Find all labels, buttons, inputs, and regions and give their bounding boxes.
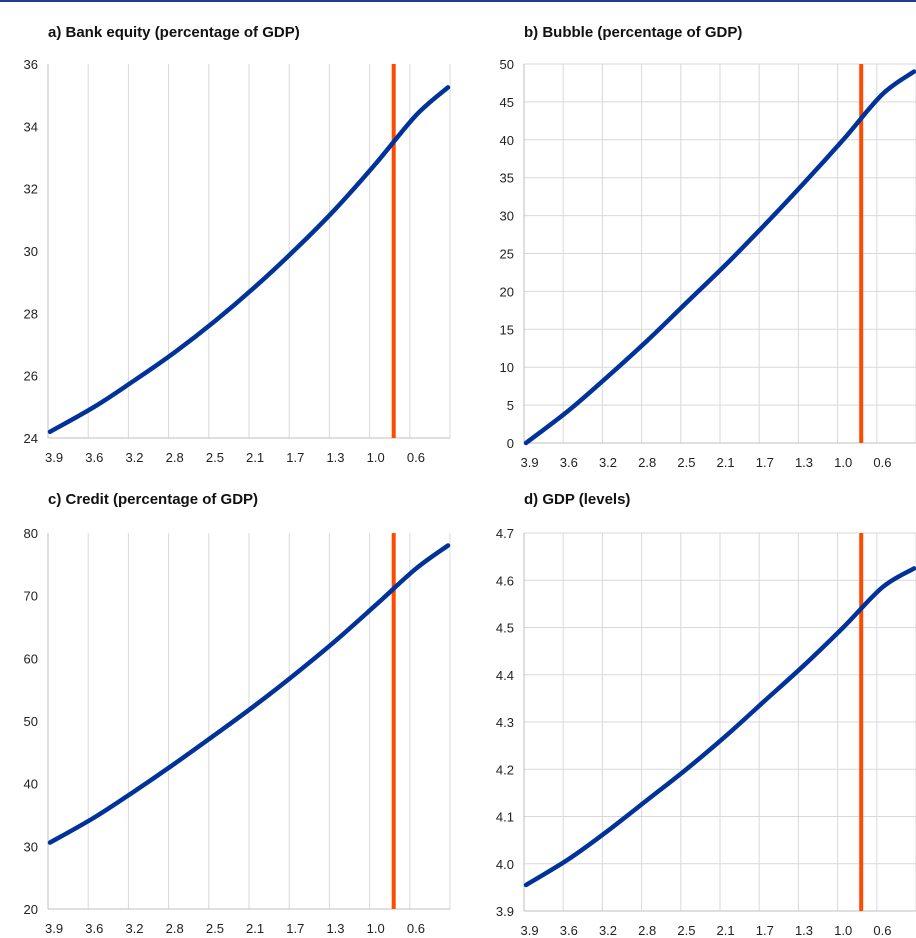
chart-panel-credit: c) Credit (percentage of GDP) 20 30 40 50 60…: [0, 469, 458, 938]
y-tick-label: 4.5: [496, 621, 514, 636]
x-tick-label: 2.5: [677, 455, 695, 470]
chart-plot: 0 5 10 15 20 25 30 35 40 45 50 3.9 3.6 3.2 2.8 2.5 2.1 1.…: [500, 57, 916, 470]
chart-plot: 24 26 28 30 32 34 36 3.9 3.6 3.2 2.8 2.5 2.1 1.7 1.3 1.…: [24, 57, 451, 465]
y-tick-label: 45: [500, 95, 514, 110]
y-tick-label: 4.4: [496, 668, 514, 683]
y-tick-label: 30: [500, 209, 514, 224]
y-tick-label: 4.7: [496, 526, 514, 541]
chart-title: d) GDP (levels): [524, 491, 631, 508]
x-tick-label: 3.2: [599, 923, 617, 938]
x-tick-label: 3.2: [125, 921, 143, 936]
chart-title: b) Bubble (percentage of GDP): [524, 24, 743, 41]
y-tick-label: 4.3: [496, 715, 514, 730]
x-tick-label: 1.0: [367, 450, 385, 465]
y-tick-label: 26: [24, 369, 38, 384]
x-tick-label: 1.7: [756, 923, 774, 938]
y-tick-label: 32: [24, 182, 38, 197]
x-tick-label: 1.7: [286, 921, 304, 936]
chart-panel-bank-equity: a) Bank equity (percentage of GDP) 24 26 2…: [0, 0, 458, 469]
series-line: [523, 566, 916, 888]
x-tick-label: 2.1: [717, 455, 735, 470]
x-tick-label: 2.8: [166, 450, 184, 465]
y-tick-label: 4.6: [496, 573, 514, 588]
x-tick-label: 2.1: [246, 450, 264, 465]
x-tick-label: 2.8: [638, 923, 656, 938]
y-tick-label: 35: [500, 171, 514, 186]
y-tick-label: 30: [24, 839, 38, 854]
y-tick-label: 4.1: [496, 810, 514, 825]
top-rule: [0, 0, 916, 2]
x-tick-label: 3.9: [45, 921, 63, 936]
y-tick-label: 5: [507, 398, 514, 413]
x-tick-label: 1.0: [834, 455, 852, 470]
x-tick-label: 1.7: [286, 450, 304, 465]
chart-plot: 3.9 4.0 4.1 4.2 4.3 4.4 4.5 4.6 4.7 3.9 3.6 3.2 2.8 2…: [496, 526, 916, 938]
y-tick-label: 24: [24, 431, 38, 446]
x-tick-label: 2.8: [638, 455, 656, 470]
x-tick-label: 3.6: [85, 921, 103, 936]
chart-panel-bubble: b) Bubble (percentage of GDP) 0 5 10 15 20 25…: [458, 0, 916, 470]
x-tick-label: 2.8: [166, 921, 184, 936]
x-tick-label: 3.9: [45, 450, 63, 465]
x-tick-label: 2.1: [246, 921, 264, 936]
y-tick-label: 0: [507, 436, 514, 451]
x-tick-label: 0.6: [873, 455, 891, 470]
x-tick-label: 3.2: [599, 455, 617, 470]
y-tick-label: 50: [500, 57, 514, 72]
y-tick-label: 25: [500, 247, 514, 262]
y-tick-label: 28: [24, 306, 38, 321]
x-tick-label: 3.2: [125, 450, 143, 465]
y-tick-label: 36: [24, 57, 38, 72]
y-tick-label: 3.9: [496, 904, 514, 919]
x-tick-label: 1.0: [834, 923, 852, 938]
x-tick-label: 0.6: [407, 450, 425, 465]
x-tick-label: 2.1: [717, 923, 735, 938]
y-tick-label: 50: [24, 714, 38, 729]
y-tick-label: 40: [24, 777, 38, 792]
x-tick-label: 2.5: [206, 450, 224, 465]
chart-title: a) Bank equity (percentage of GDP): [48, 24, 300, 41]
y-tick-label: 4.2: [496, 762, 514, 777]
y-tick-label: 20: [24, 902, 38, 917]
x-tick-label: 2.5: [206, 921, 224, 936]
x-tick-label: 3.9: [521, 923, 539, 938]
series-line: [47, 85, 451, 435]
y-tick-label: 60: [24, 651, 38, 666]
x-tick-label: 0.6: [873, 923, 891, 938]
x-tick-label: 1.3: [326, 450, 344, 465]
x-tick-label: 3.6: [560, 455, 578, 470]
x-tick-label: 1.3: [795, 455, 813, 470]
series-line: [47, 543, 451, 845]
y-tick-label: 34: [24, 119, 38, 134]
x-tick-label: 1.3: [795, 923, 813, 938]
y-tick-label: 15: [500, 322, 514, 337]
x-tick-label: 3.6: [560, 923, 578, 938]
y-tick-label: 70: [24, 589, 38, 604]
x-tick-label: 3.9: [521, 455, 539, 470]
y-tick-label: 4.0: [496, 857, 514, 872]
chart-plot: 20 30 40 50 60 70 80 3.9 3.6 3.2 2.8 2.5 2.1 1.7 1.3 1.…: [24, 526, 451, 936]
x-tick-label: 3.6: [85, 450, 103, 465]
y-tick-label: 80: [24, 526, 38, 541]
x-tick-label: 1.3: [326, 921, 344, 936]
y-tick-label: 10: [500, 360, 514, 375]
x-tick-label: 2.5: [677, 923, 695, 938]
series-line: [523, 69, 916, 446]
chart-panel-gdp: d) GDP (levels) 3.9 4.0 4.1 4.2 4.3 4.4 4.5 4.6…: [458, 469, 916, 938]
chart-title: c) Credit (percentage of GDP): [48, 491, 259, 508]
x-tick-label: 0.6: [407, 921, 425, 936]
y-tick-label: 40: [500, 133, 514, 148]
x-tick-label: 1.7: [756, 455, 774, 470]
y-tick-label: 20: [500, 284, 514, 299]
y-tick-label: 30: [24, 244, 38, 259]
x-tick-label: 1.0: [367, 921, 385, 936]
